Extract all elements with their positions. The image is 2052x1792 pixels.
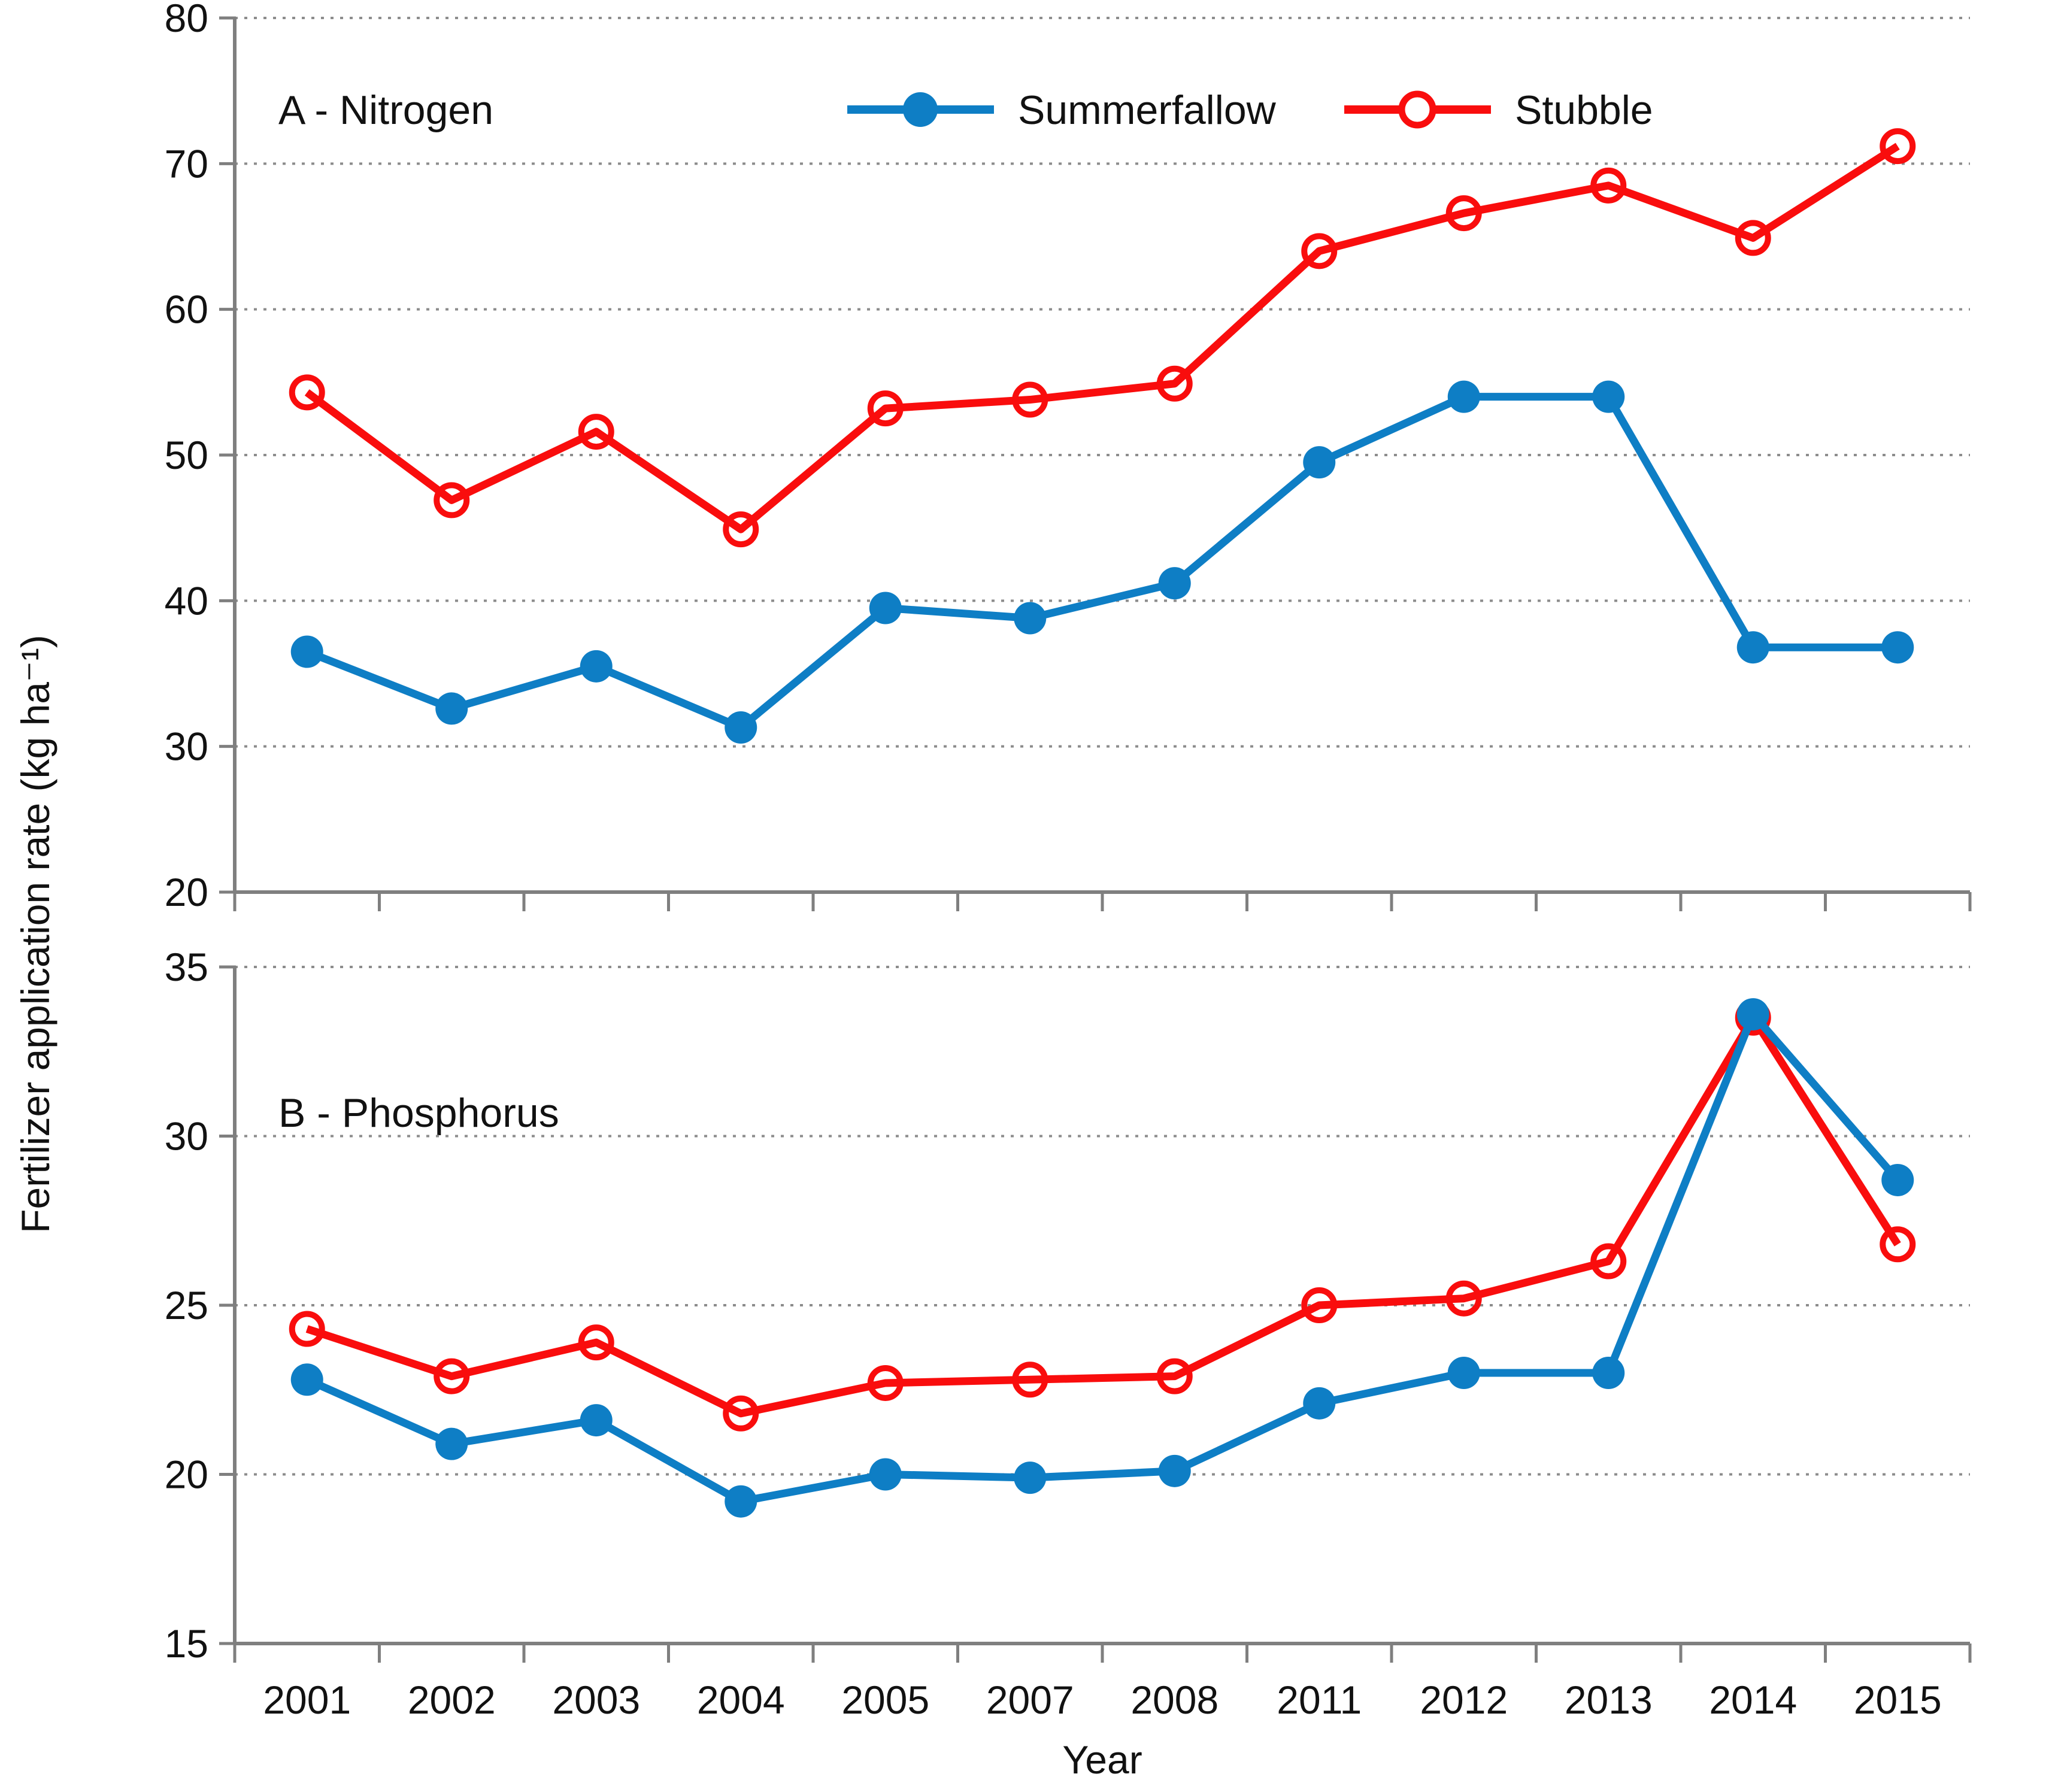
x-tick-label-2007: 2007 [986,1678,1074,1722]
stubble-marker-2007 [1012,1362,1048,1398]
stubble-marker-2007 [1012,381,1048,418]
y-tick-label-30: 30 [165,1114,208,1159]
summerfallow-marker-2008 [1158,1454,1191,1487]
summerfallow-marker-2012 [1447,1357,1480,1389]
stubble-marker-2002 [434,482,470,519]
summerfallow-marker-2002 [435,1427,468,1460]
panel-b: 15 20 25 30 35 2001 2002 2003 2004 2005 2007 2008 20… [165,945,1972,1722]
stubble-marker-2015 [1880,128,1916,165]
legend: Summerfallow Stubble [847,87,1653,133]
summerfallow-marker-2001 [290,635,323,668]
summerfallow-marker-2005 [869,592,902,624]
summerfallow-line [305,1010,1901,1506]
summerfallow-marker-2013 [1592,1357,1625,1389]
y-tick-label-25: 25 [165,1283,208,1327]
summerfallow-marker-2007 [1014,1462,1047,1494]
stubble-marker-2002 [434,1358,470,1394]
summerfallow-marker-2011 [1303,1387,1336,1420]
y-tick-label-15: 15 [165,1621,208,1666]
y-tick-label-80: 80 [165,0,208,40]
stubble-marker-2013 [1590,1243,1627,1279]
summerfallow-marker-2008 [1158,567,1191,600]
x-tick-label-2001: 2001 [263,1678,351,1722]
stubble-line [305,1014,1901,1418]
y-tick-label-40: 40 [165,578,208,623]
x-tick-label-2014: 2014 [1709,1678,1797,1722]
x-axis-label: Year [1062,1738,1142,1782]
chart-panels: 20 30 40 50 60 70 80 15 20 25 30 35 2001 2002 2003 2004… [165,0,1972,1722]
legend-item-summerfallow: Summerfallow [847,87,1277,133]
summerfallow-legend-marker-icon [903,92,938,127]
summerfallow-marker-2004 [725,711,757,744]
stubble-marker-2013 [1590,167,1627,204]
stubble-marker-2004 [723,1395,759,1432]
summerfallow-marker-2002 [435,692,468,725]
x-tick-label-2012: 2012 [1420,1678,1508,1722]
legend-label-summerfallow: Summerfallow [1018,87,1277,133]
y-tick-label-30: 30 [165,724,208,769]
stubble-marker-2014 [1735,220,1771,256]
summerfallow-marker-2003 [580,1404,613,1437]
stubble-legend-marker-icon [1398,90,1436,129]
summerfallow-line [305,393,1898,732]
stubble-line [304,142,1900,533]
summerfallow-marker-2001 [290,1363,323,1396]
summerfallow-marker-2003 [580,650,613,683]
summerfallow-marker-2004 [725,1485,757,1518]
stubble-marker-2008 [1156,365,1193,402]
summerfallow-marker-2005 [869,1458,902,1491]
y-axis-label: Fertilizer application rate (kg ha⁻¹) [13,635,57,1233]
legend-item-stubble: Stubble [1344,87,1653,133]
y-tick-label-60: 60 [165,287,208,332]
stubble-marker-2005 [867,390,904,427]
y-tick-label-35: 35 [165,945,208,989]
x-tick-label-2013: 2013 [1565,1678,1653,1722]
stubble-marker-2011 [1301,233,1338,269]
stubble-marker-2015 [1880,1226,1916,1263]
stubble-marker-2005 [867,1365,904,1401]
x-tick-label-2015: 2015 [1854,1678,1942,1722]
summerfallow-marker-2011 [1303,446,1336,479]
summerfallow-marker-2014 [1736,631,1769,664]
stubble-marker-2004 [723,511,759,548]
y-tick-label-20: 20 [165,870,208,914]
x-tick-label-2003: 2003 [552,1678,640,1722]
stubble-marker-2012 [1445,195,1482,232]
stubble-marker-2001 [289,1311,325,1347]
summerfallow-marker-2007 [1014,602,1047,635]
x-tick-label-2005: 2005 [841,1678,929,1722]
summerfallow-marker-2015 [1881,1163,1914,1196]
summerfallow-marker-2013 [1592,380,1625,413]
panel-a: 20 30 40 50 60 70 80 [165,0,1972,914]
x-tick-label-2002: 2002 [408,1678,496,1722]
stubble-marker-2012 [1445,1280,1482,1317]
stubble-marker-2008 [1156,1358,1193,1394]
x-tick-label-2008: 2008 [1130,1678,1219,1722]
panel-a-title: A - Nitrogen [278,87,493,133]
x-tick-label-2011: 2011 [1277,1678,1362,1722]
summerfallow-marker-2015 [1881,631,1914,664]
summerfallow-marker-2014 [1736,998,1769,1031]
y-tick-label-70: 70 [165,141,208,186]
stubble-marker-2001 [289,374,325,411]
stubble-marker-2003 [578,1324,614,1361]
panel-b-title: B - Phosphorus [278,1090,559,1136]
x-tick-label-2004: 2004 [697,1678,785,1722]
y-tick-label-20: 20 [165,1453,208,1497]
legend-label-stubble: Stubble [1515,87,1653,133]
y-tick-label-50: 50 [165,433,208,477]
stubble-marker-2003 [578,414,614,450]
summerfallow-marker-2012 [1447,380,1480,413]
stubble-marker-2011 [1301,1287,1338,1323]
